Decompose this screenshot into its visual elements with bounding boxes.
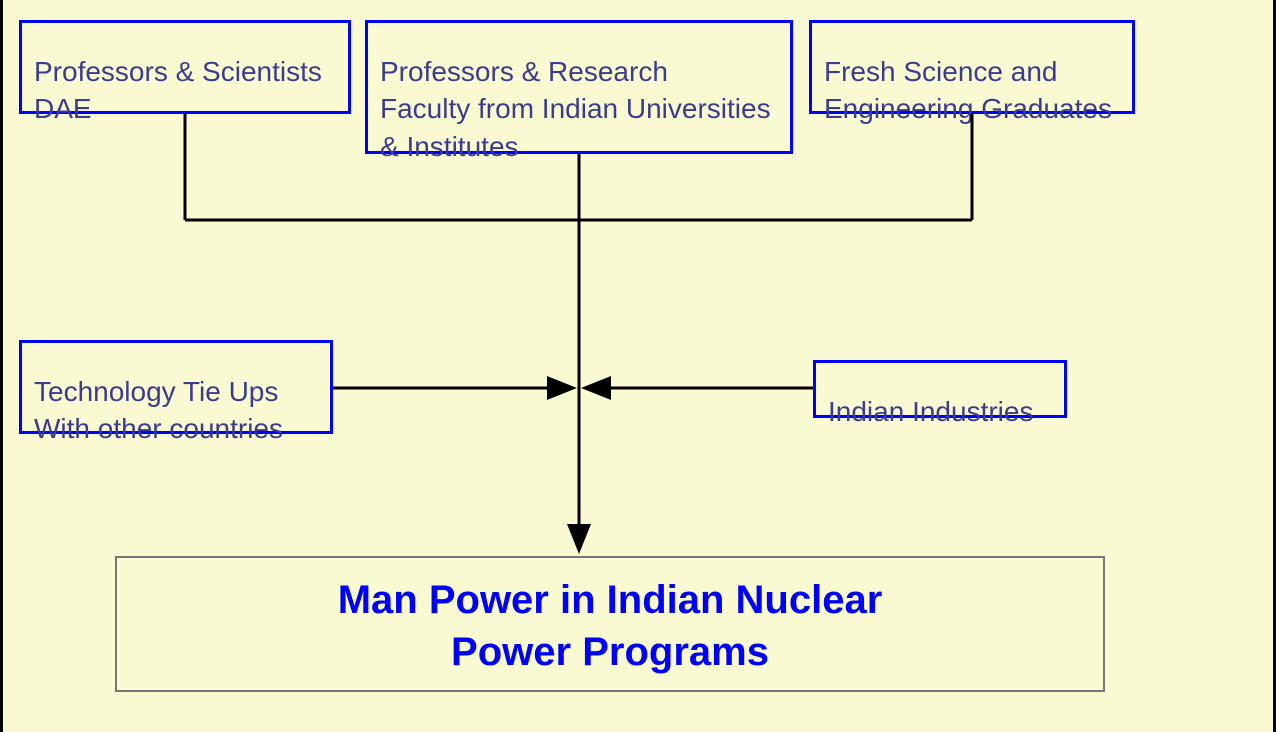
node-technology-tieups: Technology Tie Ups With other countries: [19, 340, 333, 434]
node-label: Professors & Scientists DAE: [34, 56, 322, 125]
node-label: Fresh Science and Engineering Graduates: [824, 56, 1112, 125]
node-indian-industries: Indian Industries: [813, 360, 1067, 418]
node-label: Professors & Research Faculty from India…: [380, 56, 771, 163]
node-label: Indian Industries: [828, 396, 1033, 427]
node-professors-dae: Professors & Scientists DAE: [19, 20, 351, 114]
node-graduates: Fresh Science and Engineering Graduates: [809, 20, 1135, 114]
result-label: Man Power in Indian Nuclear Power Progra…: [338, 578, 883, 674]
node-professors-universities: Professors & Research Faculty from India…: [365, 20, 793, 154]
node-label: Technology Tie Ups With other countries: [34, 376, 283, 445]
node-result: Man Power in Indian Nuclear Power Progra…: [115, 556, 1105, 692]
